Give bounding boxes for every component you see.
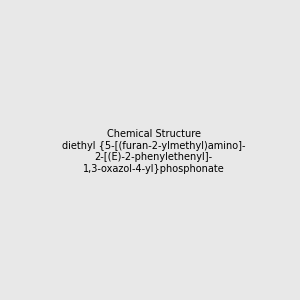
Text: Chemical Structure
diethyl {5-[(furan-2-ylmethyl)amino]-
2-[(E)-2-phenylethenyl]: Chemical Structure diethyl {5-[(furan-2-… bbox=[62, 129, 245, 174]
